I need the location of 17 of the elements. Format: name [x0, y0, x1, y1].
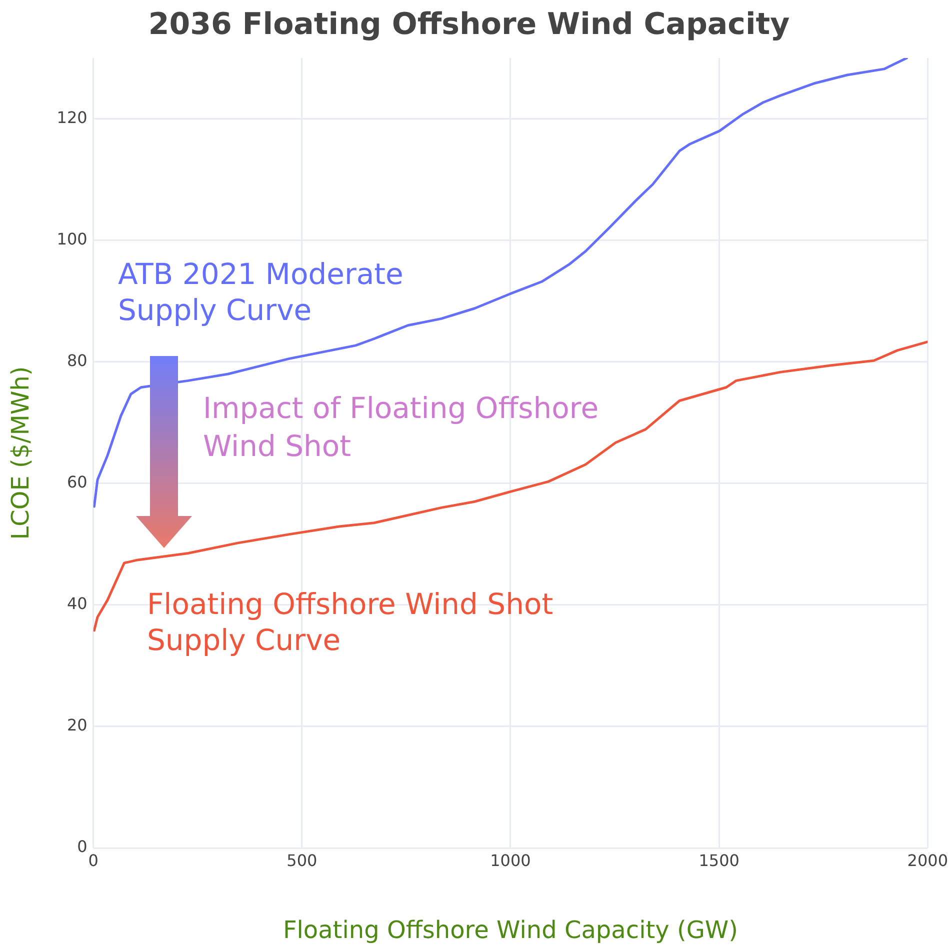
y-tick-label: 0 [77, 837, 88, 856]
annotation: Impact of Floating Offshore Wind Shot [203, 390, 600, 465]
y-axis-title: LCOE ($/MWh) [6, 366, 35, 540]
x-tick-label: 500 [286, 850, 318, 870]
series-label: ATB 2021 Moderate Supply Curve [118, 256, 404, 328]
y-tick-label: 100 [56, 229, 88, 248]
x-tick-label: 1000 [490, 850, 531, 870]
y-tick-label: 40 [66, 594, 88, 614]
y-tick-label: 60 [66, 472, 88, 492]
chart-title: 2036 Floating Offshore Wind Capacity [148, 6, 790, 42]
y-tick-label: 80 [66, 351, 88, 370]
x-axis-title: Floating Offshore Wind Capacity (GW) [282, 916, 738, 944]
series-label: Floating Offshore Wind Shot Supply Curve [147, 586, 554, 658]
y-tick-label: 20 [66, 716, 88, 735]
y-tick-label: 120 [56, 108, 88, 127]
x-tick-label: 2000 [907, 850, 948, 870]
x-tick-label: 1500 [698, 850, 740, 870]
